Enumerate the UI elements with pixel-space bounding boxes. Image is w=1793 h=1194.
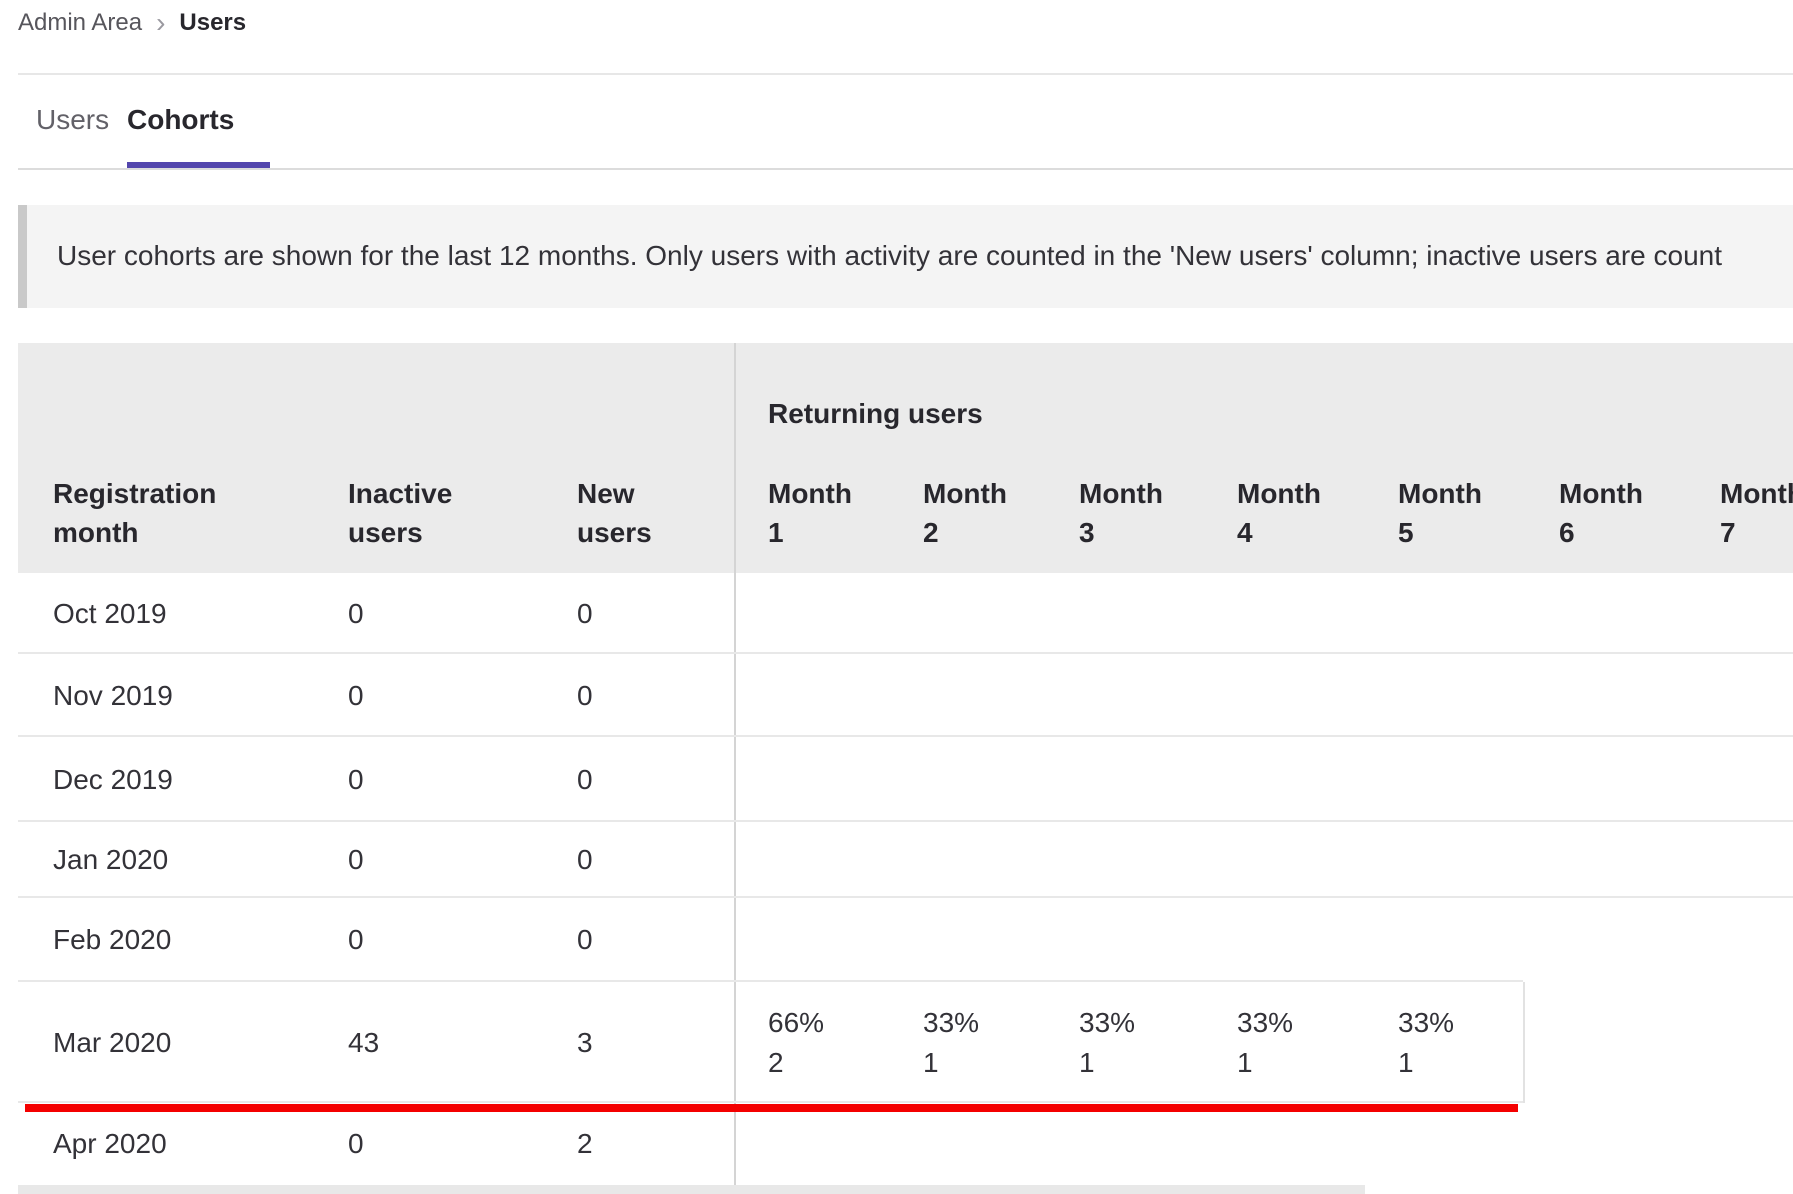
row-divider	[18, 896, 1793, 898]
breadcrumb-admin-area[interactable]: Admin Area	[18, 9, 143, 36]
cohort-row-new-count: 0	[577, 763, 593, 795]
breadcrumb-users[interactable]: Users	[179, 9, 247, 36]
cohort-row-inactive-count: 43	[348, 1026, 380, 1058]
red-underline-annotation	[25, 1104, 1518, 1112]
returning-count: 1	[1237, 1046, 1253, 1078]
cohort-row-new-count: 0	[577, 924, 593, 955]
tab-cohorts[interactable]: Cohorts	[127, 104, 235, 135]
column-header-inactive-users: Inactive users	[348, 478, 453, 548]
month-column-header: Month 1	[768, 478, 852, 548]
returning-users-cell: 33% 1	[1237, 1003, 1293, 1083]
active-tab-underline	[127, 162, 270, 168]
row-divider	[18, 1101, 1525, 1103]
returning-count: 1	[923, 1046, 939, 1078]
row-divider	[18, 820, 1793, 822]
returning-count: 1	[1079, 1046, 1095, 1078]
returning-percentage: 33%	[1079, 1006, 1136, 1038]
cohort-row-month: Apr 2020	[53, 1128, 167, 1159]
banner-left-accent	[18, 205, 27, 308]
cohort-row-inactive-count: 0	[348, 597, 364, 629]
month-column-header: Month 3	[1079, 478, 1163, 548]
column-group-returning-users: Returning users	[768, 398, 983, 429]
row-divider	[18, 980, 1523, 982]
cohort-row-inactive-count: 0	[348, 924, 364, 955]
cohort-row-new-count: 2	[577, 1128, 593, 1159]
returning-percentage: 66%	[768, 1006, 825, 1038]
returning-users-cell: 66% 2	[768, 1003, 824, 1083]
cohort-row-month: Mar 2020	[53, 1026, 172, 1058]
column-header-registration-month: Registration month	[53, 478, 217, 548]
month-column-header: Month 5	[1398, 478, 1482, 548]
table-horizontal-scrollbar[interactable]	[18, 1185, 1365, 1194]
row-divider	[18, 735, 1793, 737]
chevron-right-icon: ›	[156, 7, 166, 38]
cohort-row-inactive-count: 0	[348, 844, 364, 875]
cohort-row-new-count: 0	[577, 597, 593, 629]
returning-users-cell: 33% 1	[1079, 1003, 1135, 1083]
mar-row-cell-right-border	[1523, 982, 1525, 1103]
banner-text: User cohorts are shown for the last 12 m…	[57, 240, 1723, 271]
cohort-row-month: Oct 2019	[53, 597, 167, 629]
column-header-new-users: New users	[577, 478, 652, 548]
month-column-header: Month 6	[1559, 478, 1643, 548]
cohorts-info-banner: User cohorts are shown for the last 12 m…	[18, 205, 1793, 308]
returning-count: 1	[1398, 1046, 1414, 1078]
month-column-header: Month 7	[1720, 478, 1793, 548]
cohort-row-month: Feb 2020	[53, 924, 172, 955]
tab-users[interactable]: Users	[36, 104, 110, 135]
cohort-row-month: Nov 2019	[53, 679, 173, 711]
returning-count: 2	[768, 1046, 784, 1078]
row-divider	[18, 652, 1793, 654]
cohort-row-new-count: 3	[577, 1026, 593, 1058]
breadcrumb-divider	[18, 73, 1793, 75]
returning-percentage: 33%	[1398, 1006, 1455, 1038]
cohort-row-inactive-count: 0	[348, 679, 364, 711]
returning-users-cell: 33% 1	[923, 1003, 979, 1083]
tabs-divider	[18, 168, 1793, 170]
table-vertical-divider	[734, 343, 736, 1185]
month-column-header: Month 4	[1237, 478, 1321, 548]
cohort-row-new-count: 0	[577, 679, 593, 711]
cohort-row-new-count: 0	[577, 844, 593, 875]
returning-percentage: 33%	[1237, 1006, 1294, 1038]
cohort-row-month: Dec 2019	[53, 763, 173, 795]
table-header	[18, 343, 1793, 573]
cohort-row-month: Jan 2020	[53, 844, 169, 875]
returning-users-cell: 33% 1	[1398, 1003, 1454, 1083]
cohort-row-inactive-count: 0	[348, 1128, 364, 1159]
cohort-row-inactive-count: 0	[348, 763, 364, 795]
month-column-header: Month 2	[923, 478, 1007, 548]
returning-percentage: 33%	[923, 1006, 980, 1038]
breadcrumb: Admin Area › Users	[18, 9, 246, 37]
